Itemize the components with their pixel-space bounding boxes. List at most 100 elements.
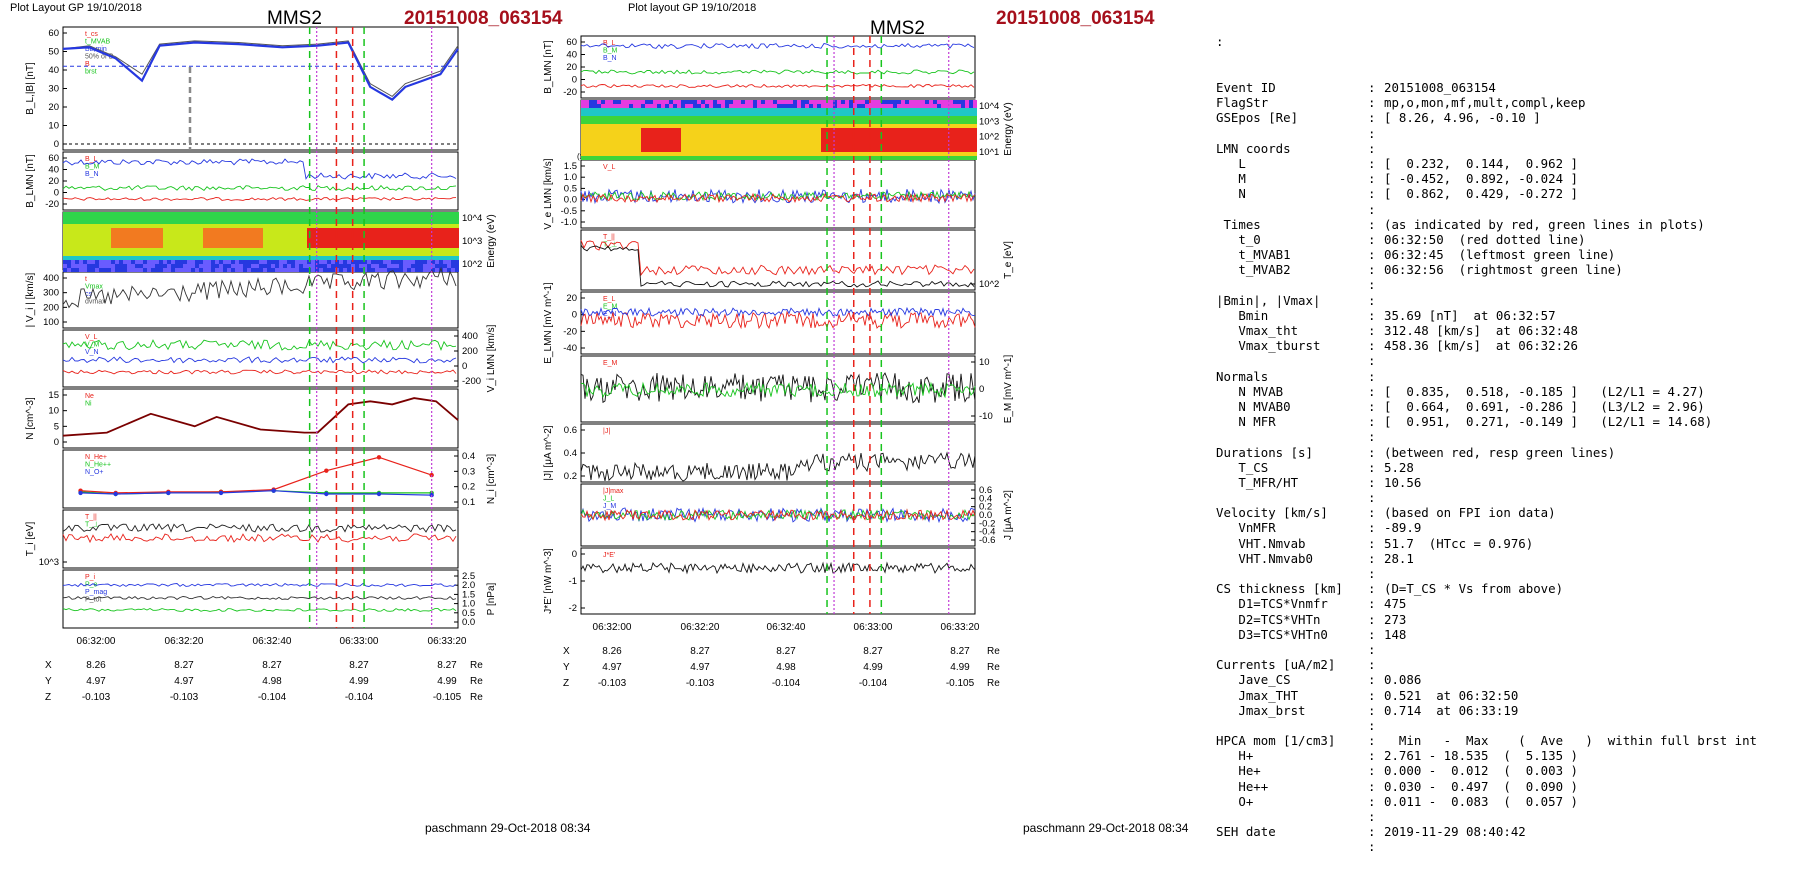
spectrogram-cell — [211, 232, 215, 236]
spectrogram-cell — [159, 216, 163, 220]
left_figure-pos-value: 4.98 — [262, 676, 282, 687]
spectrogram-cell — [323, 220, 327, 224]
spectrogram-cell — [645, 108, 649, 112]
spectrogram-cell — [91, 220, 95, 224]
spectrogram-cell — [387, 212, 391, 216]
spectrogram-cell — [187, 256, 191, 260]
spectrogram-cell — [945, 140, 949, 144]
spectrogram-cell — [925, 136, 929, 140]
spectrogram-cell — [79, 248, 83, 252]
spectrogram-cell — [681, 144, 685, 148]
spectrogram-cell — [443, 236, 447, 240]
spectrogram-cell — [693, 124, 697, 128]
spectrogram-cell — [969, 144, 973, 148]
spectrogram-cell — [199, 212, 203, 216]
spectrogram-cell — [929, 100, 933, 104]
spectrogram-cell — [451, 264, 455, 268]
spectrogram-cell — [801, 108, 805, 112]
spectrogram-cell — [785, 144, 789, 148]
spectrogram-cell — [829, 128, 833, 132]
right_figure-pos-value: 4.97 — [602, 662, 622, 673]
spectrogram-cell — [115, 268, 119, 272]
spectrogram-cell — [279, 256, 283, 260]
spectrogram-cell — [307, 252, 311, 256]
spectrogram-cell — [187, 228, 191, 232]
spectrogram-cell — [673, 132, 677, 136]
spectrogram-cell — [151, 224, 155, 228]
spectrogram-cell — [215, 248, 219, 252]
spectrogram-cell — [973, 120, 977, 124]
spectrogram-cell — [303, 252, 307, 256]
spectrogram-cell — [135, 260, 139, 264]
spectrogram-cell — [423, 252, 427, 256]
spectrogram-cell — [813, 148, 817, 152]
spectrogram-cell — [685, 128, 689, 132]
spectrogram-cell — [455, 264, 459, 268]
spectrogram-cell — [649, 132, 653, 136]
spectrogram-cell — [929, 124, 933, 128]
summary-value: [ -0.452, 0.892, -0.024 ] — [1384, 171, 1578, 187]
spectrogram-cell — [119, 232, 123, 236]
spectrogram-cell — [67, 252, 71, 256]
spectrogram-cell — [415, 220, 419, 224]
spectrogram-cell — [809, 104, 813, 108]
summary-key — [1216, 642, 1368, 657]
spectrogram-cell — [853, 108, 857, 112]
spectrogram-cell — [761, 128, 765, 132]
spectrogram-cell — [941, 132, 945, 136]
left_figure-pos-value: 8.27 — [349, 660, 369, 671]
spectrogram-cell — [713, 116, 717, 120]
spectrogram-cell — [789, 120, 793, 124]
spectrogram-cell — [163, 244, 167, 248]
right_figure-panel-tick-label: 10 — [979, 357, 990, 368]
spectrogram-cell — [581, 124, 585, 128]
spectrogram-cell — [689, 104, 693, 108]
spectrogram-cell — [167, 248, 171, 252]
spectrogram-cell — [905, 148, 909, 152]
spectrogram-cell — [175, 252, 179, 256]
spectrogram-cell — [71, 260, 75, 264]
spectrogram-cell — [817, 148, 821, 152]
spectrogram-cell — [123, 228, 127, 232]
spectrogram-cell — [881, 144, 885, 148]
spectrogram-cell — [271, 244, 275, 248]
spectrogram-cell — [933, 108, 937, 112]
spectrogram-cell — [307, 228, 311, 232]
spectrogram-cell — [685, 108, 689, 112]
spectrogram-cell — [581, 108, 585, 112]
spectrogram-cell — [801, 132, 805, 136]
left_figure-legend-entry: cs — [85, 291, 93, 298]
spectrogram-cell — [355, 212, 359, 216]
spectrogram-cell — [829, 124, 833, 128]
spectrogram-cell — [593, 104, 597, 108]
summary-colon: : — [1368, 277, 1376, 293]
spectrogram-cell — [593, 100, 597, 104]
spectrogram-cell — [801, 148, 805, 152]
spectrogram-cell — [267, 216, 271, 220]
spectrogram-cell — [857, 148, 861, 152]
spectrogram-cell — [637, 128, 641, 132]
spectrogram-cell — [769, 140, 773, 144]
spectrogram-cell — [809, 136, 813, 140]
spectrogram-cell — [203, 252, 207, 256]
spectrogram-cell — [95, 236, 99, 240]
spectrogram-cell — [219, 256, 223, 260]
spectrogram-cell — [865, 124, 869, 128]
summary-key — [1216, 353, 1368, 368]
spectrogram-cell — [71, 232, 75, 236]
spectrogram-cell — [765, 152, 769, 156]
spectrogram-cell — [893, 140, 897, 144]
spectrogram-cell — [741, 136, 745, 140]
spectrogram-cell — [67, 216, 71, 220]
spectrogram-cell — [363, 224, 367, 228]
spectrogram-cell — [761, 152, 765, 156]
spectrogram-cell — [155, 232, 159, 236]
spectrogram-cell — [455, 224, 459, 228]
spectrogram-cell — [75, 252, 79, 256]
spectrogram-cell — [207, 232, 211, 236]
spectrogram-cell — [427, 248, 431, 252]
spectrogram-cell — [435, 232, 439, 236]
spectrogram-cell — [873, 136, 877, 140]
spectrogram-cell — [941, 136, 945, 140]
spectrogram-cell — [303, 224, 307, 228]
